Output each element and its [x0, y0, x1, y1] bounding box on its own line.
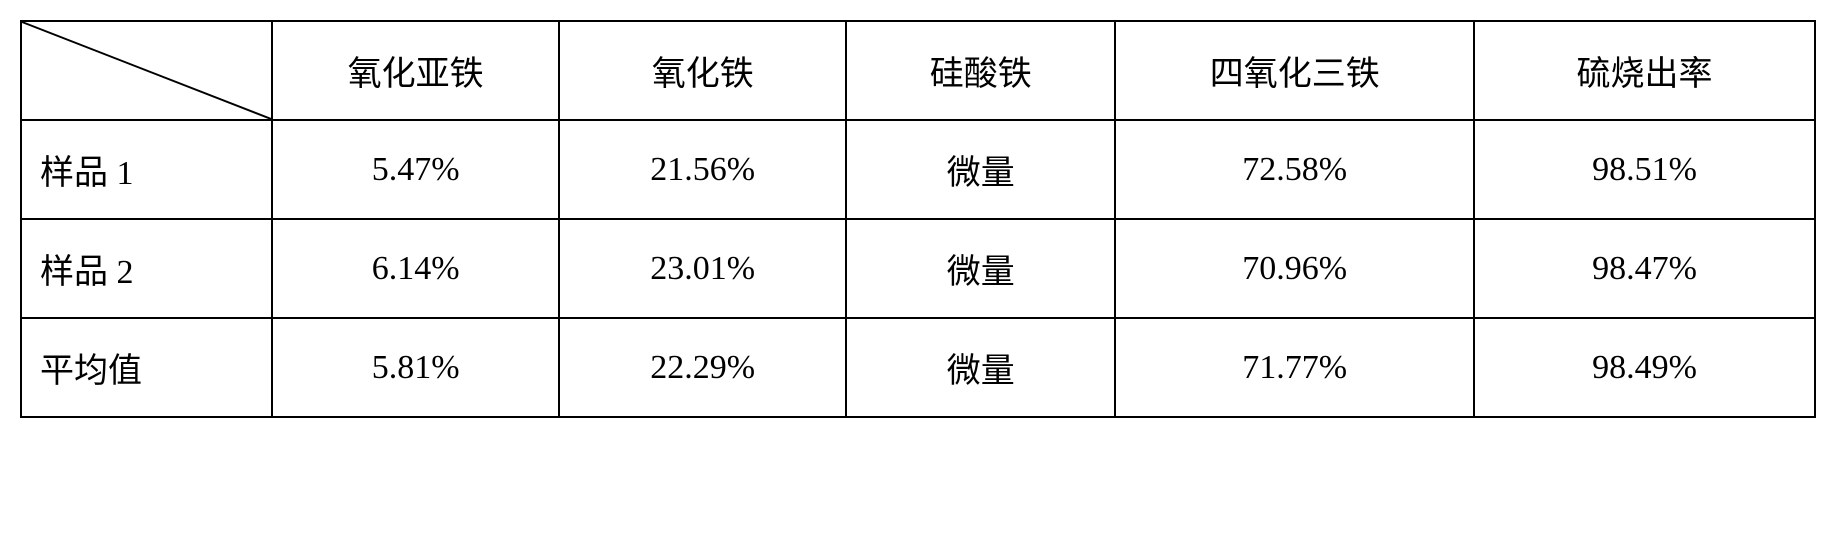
table-cell: 微量	[846, 219, 1115, 318]
data-table-container: 氧化亚铁 氧化铁 硅酸铁 四氧化三铁 硫烧出率 样品 1 5.47% 21.56…	[20, 20, 1816, 418]
table-cell: 22.29%	[559, 318, 846, 417]
row-label: 样品 2	[21, 219, 272, 318]
table-cell: 98.51%	[1474, 120, 1815, 219]
table-cell: 5.81%	[272, 318, 559, 417]
table-cell: 5.47%	[272, 120, 559, 219]
table-header-row: 氧化亚铁 氧化铁 硅酸铁 四氧化三铁 硫烧出率	[21, 21, 1815, 120]
table-cell: 98.47%	[1474, 219, 1815, 318]
table-cell: 21.56%	[559, 120, 846, 219]
diagonal-line-icon	[22, 22, 271, 119]
column-header: 氧化铁	[559, 21, 846, 120]
row-label: 平均值	[21, 318, 272, 417]
table-cell: 微量	[846, 120, 1115, 219]
table-cell: 微量	[846, 318, 1115, 417]
table-cell: 71.77%	[1115, 318, 1474, 417]
header-diagonal-cell	[21, 21, 272, 120]
column-header: 硅酸铁	[846, 21, 1115, 120]
column-header: 氧化亚铁	[272, 21, 559, 120]
row-label: 样品 1	[21, 120, 272, 219]
column-header: 硫烧出率	[1474, 21, 1815, 120]
table-cell: 72.58%	[1115, 120, 1474, 219]
table-cell: 70.96%	[1115, 219, 1474, 318]
table-cell: 6.14%	[272, 219, 559, 318]
table-cell: 23.01%	[559, 219, 846, 318]
column-header: 四氧化三铁	[1115, 21, 1474, 120]
table-row: 样品 2 6.14% 23.01% 微量 70.96% 98.47%	[21, 219, 1815, 318]
data-table: 氧化亚铁 氧化铁 硅酸铁 四氧化三铁 硫烧出率 样品 1 5.47% 21.56…	[20, 20, 1816, 418]
table-row: 样品 1 5.47% 21.56% 微量 72.58% 98.51%	[21, 120, 1815, 219]
table-cell: 98.49%	[1474, 318, 1815, 417]
table-row: 平均值 5.81% 22.29% 微量 71.77% 98.49%	[21, 318, 1815, 417]
